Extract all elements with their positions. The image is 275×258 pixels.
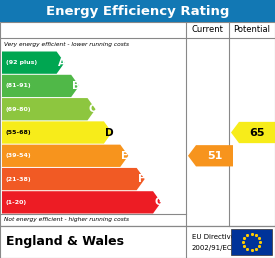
Bar (0, 226, 275, 258)
Polygon shape (2, 75, 79, 97)
Polygon shape (2, 191, 161, 214)
Text: England & Wales: England & Wales (6, 236, 124, 248)
Text: 51: 51 (207, 151, 222, 161)
Text: D: D (105, 127, 114, 138)
Text: (81-91): (81-91) (6, 83, 32, 88)
Polygon shape (2, 52, 65, 74)
Bar (231, 229, 272, 255)
Text: G: G (154, 197, 163, 207)
Text: 2002/91/EC: 2002/91/EC (192, 245, 233, 251)
Polygon shape (2, 168, 145, 190)
Polygon shape (2, 121, 112, 144)
Bar (0, 22, 275, 226)
Polygon shape (2, 98, 95, 120)
Text: EU Directive: EU Directive (192, 234, 235, 240)
Polygon shape (2, 145, 128, 167)
Text: (55-68): (55-68) (6, 130, 32, 135)
Polygon shape (231, 122, 275, 143)
Text: (92 plus): (92 plus) (6, 60, 37, 65)
Text: B: B (72, 81, 80, 91)
Bar (0, 0, 275, 22)
Text: E: E (121, 151, 128, 161)
Text: (21-38): (21-38) (6, 176, 32, 182)
Text: F: F (138, 174, 145, 184)
Text: (69-80): (69-80) (6, 107, 32, 112)
Text: Current: Current (192, 26, 223, 35)
Text: (1-20): (1-20) (6, 200, 27, 205)
Text: C: C (89, 104, 96, 114)
Text: Not energy efficient - higher running costs: Not energy efficient - higher running co… (4, 217, 129, 222)
Text: Potential: Potential (233, 26, 271, 35)
Polygon shape (188, 145, 233, 166)
Text: Energy Efficiency Rating: Energy Efficiency Rating (46, 4, 229, 18)
Text: A: A (57, 58, 66, 68)
Text: (39-54): (39-54) (6, 153, 32, 158)
Text: Very energy efficient - lower running costs: Very energy efficient - lower running co… (4, 42, 129, 47)
Text: 65: 65 (250, 127, 265, 138)
